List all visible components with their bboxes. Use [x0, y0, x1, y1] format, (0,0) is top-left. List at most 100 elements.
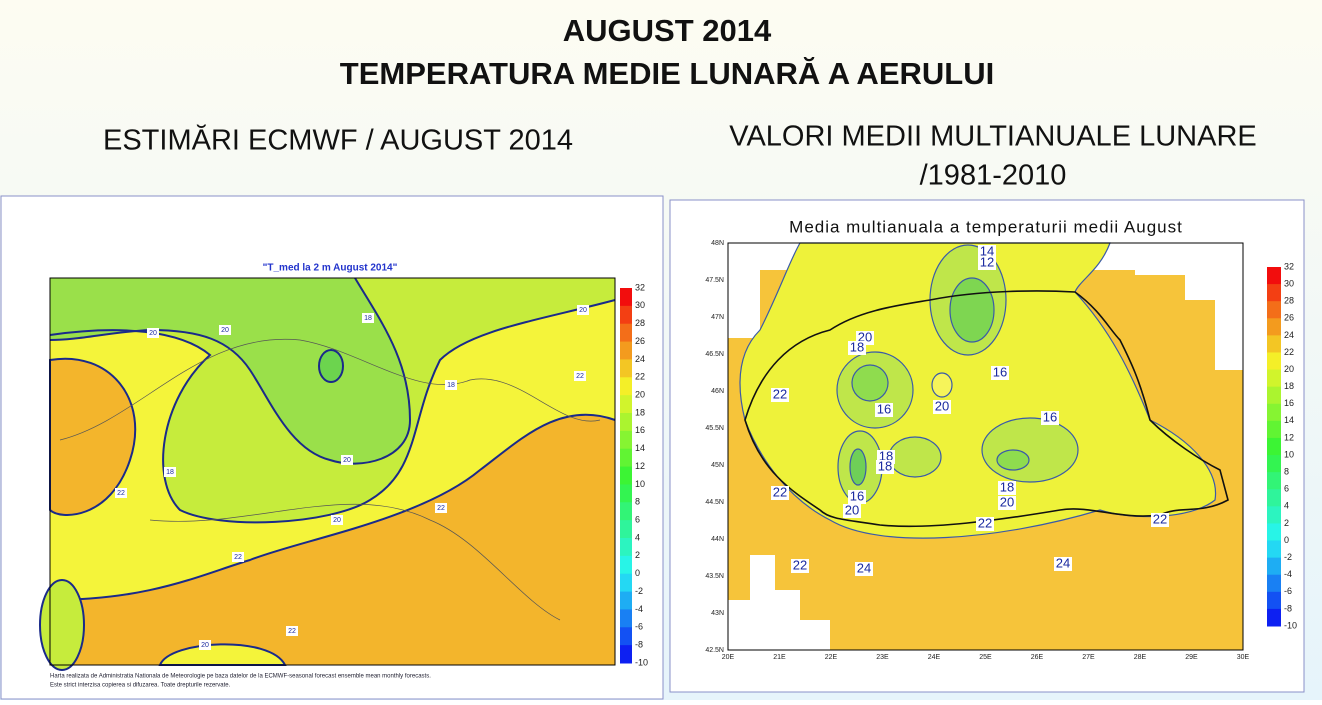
colorbar-label: -6 — [635, 622, 643, 632]
contour-label: 16 — [850, 488, 864, 503]
right-heading: /1981-2010 — [920, 160, 1067, 192]
colorbar-label: 4 — [1284, 501, 1289, 511]
colorbar-label: 0 — [1284, 535, 1289, 545]
colorbar-segment — [1267, 301, 1281, 319]
colorbar-label: 12 — [1284, 432, 1294, 442]
contour-label-box — [771, 486, 789, 500]
colorbar-segment — [1267, 318, 1281, 336]
contour-label-box — [219, 325, 231, 335]
contour-label: 20 — [149, 330, 157, 337]
contour-label: 22 — [576, 373, 584, 380]
lat-label: 46N — [711, 388, 724, 395]
colorbar-label: 16 — [1284, 398, 1294, 408]
colorbar-label: 22 — [635, 372, 645, 382]
contour-label-box — [978, 245, 996, 259]
lon-label: 21E — [773, 654, 786, 661]
colorbar-label: -4 — [635, 604, 643, 614]
contour-label: 20 — [845, 502, 859, 517]
contour-label: 20 — [343, 457, 351, 464]
contour-label-box — [115, 488, 127, 498]
colorbar-segment — [1267, 608, 1281, 627]
colorbar-label: 32 — [635, 282, 645, 292]
contour-label: 20 — [935, 398, 949, 413]
contour-label-box — [771, 388, 789, 402]
contour — [49, 277, 412, 465]
contour-label-box — [341, 455, 353, 465]
contour-label: 22 — [117, 490, 125, 497]
colorbar-label: 26 — [635, 336, 645, 346]
contour-label-box — [843, 504, 861, 518]
contour-label: 20 — [858, 329, 872, 344]
contour-label: 22 — [773, 386, 787, 401]
colorbar-label: 12 — [635, 461, 645, 471]
colorbar-segment — [1267, 284, 1281, 302]
contour-label-box — [331, 515, 343, 525]
colorbar-segment — [1267, 369, 1281, 388]
colorbar-segment — [620, 484, 632, 503]
contour-label: 18 — [364, 315, 372, 322]
contour-label: 22 — [1153, 511, 1167, 526]
contour — [981, 417, 1079, 483]
contour-label-box — [286, 626, 298, 636]
lon-label: 22E — [825, 654, 838, 661]
lon-label: 30E — [1237, 654, 1250, 661]
contour-label-box — [147, 328, 159, 338]
colorbar-label: -10 — [635, 657, 648, 667]
colorbar-label: 24 — [1284, 330, 1294, 340]
contour-label: 18 — [878, 458, 892, 473]
colorbar-segment — [620, 555, 632, 575]
colorbar-label: 26 — [1284, 313, 1294, 323]
colorbar-segment — [1267, 386, 1281, 405]
colorbar-label: 4 — [635, 532, 640, 542]
contour-label: 18 — [447, 382, 455, 389]
border — [744, 290, 1229, 528]
colorbar-label: 30 — [1284, 278, 1294, 288]
left-heading: ESTIMĂRI ECMWF / AUGUST 2014 — [103, 124, 573, 157]
contour-label-box — [933, 400, 951, 414]
contour-label-box — [577, 305, 589, 315]
contour — [888, 436, 942, 478]
title-line: TEMPERATURA MEDIE LUNARĂ A AERULUI — [340, 56, 994, 91]
colorbar-segment — [620, 609, 632, 628]
lat-label: 46.5N — [705, 351, 724, 358]
lon-label: 23E — [876, 654, 889, 661]
map-fill — [50, 278, 410, 464]
colorbar-label: -4 — [1284, 569, 1292, 579]
colorbar-segment — [620, 591, 632, 610]
contour — [931, 372, 953, 398]
colorbar-label: 6 — [635, 515, 640, 525]
contour-label-box — [976, 517, 994, 531]
colorbar-label: -6 — [1284, 586, 1292, 596]
colorbar-segment — [620, 341, 632, 360]
contour-label-box — [199, 640, 211, 650]
contour-label: 18 — [166, 469, 174, 476]
contour-label-box — [848, 490, 866, 504]
contour-label: 12 — [980, 254, 994, 269]
contour-label-box — [435, 503, 447, 513]
colorbar-segment — [1267, 540, 1281, 559]
colorbar-label: 0 — [635, 568, 640, 578]
colorbar-label: 18 — [635, 407, 645, 417]
lat-label: 45N — [711, 462, 724, 469]
colorbar-segment — [1267, 352, 1281, 371]
contour-label: 22 — [234, 554, 242, 561]
lon-label: 29E — [1185, 654, 1198, 661]
contour-label: 16 — [1043, 409, 1057, 424]
contour-label: 20 — [333, 517, 341, 524]
colorbar-segment — [620, 520, 632, 539]
colorbar-segment — [620, 645, 632, 664]
contour-label: 14 — [980, 243, 994, 258]
colorbar-segment — [620, 413, 632, 432]
colorbar-segment — [620, 627, 632, 646]
contour — [849, 448, 867, 486]
colorbar-segment — [620, 502, 632, 521]
lon-label: 28E — [1134, 654, 1147, 661]
colorbar-segment — [1267, 557, 1281, 576]
colorbar-segment — [620, 395, 632, 414]
colorbar-segment — [620, 448, 632, 468]
colorbar-segment — [1267, 335, 1281, 353]
contour-label-box — [875, 403, 893, 417]
colorbar-label: -2 — [1284, 552, 1292, 562]
contour-label-box — [791, 559, 809, 573]
